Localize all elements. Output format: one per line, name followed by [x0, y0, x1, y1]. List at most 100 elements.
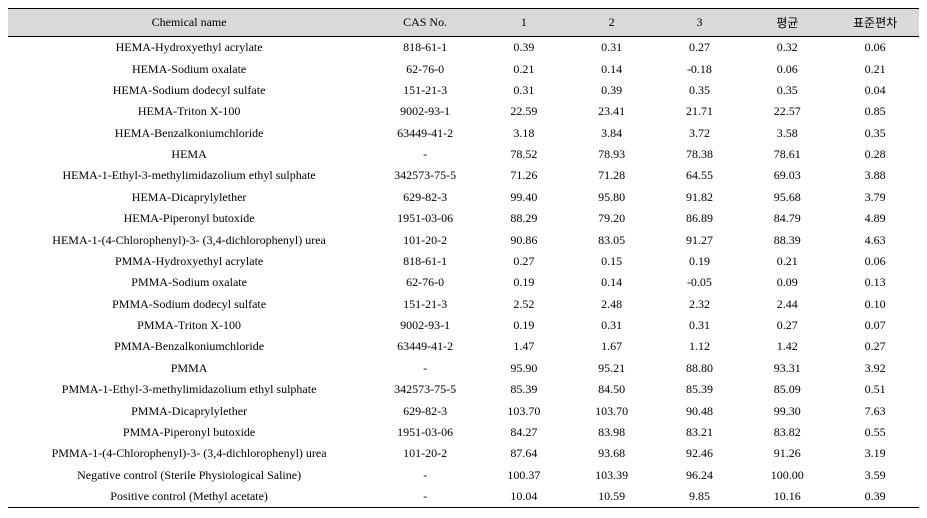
cell-std: 0.13 — [831, 272, 919, 293]
cell-avg: 10.16 — [743, 486, 831, 508]
cell-avg: 88.39 — [743, 229, 831, 250]
table-row: HEMA-Triton X-1009002-93-122.5923.4121.7… — [8, 101, 919, 122]
cell-cas: 62-76-0 — [370, 58, 480, 79]
cell-std: 3.59 — [831, 465, 919, 486]
cell-v2: 1.67 — [568, 336, 656, 357]
cell-v3: 0.27 — [656, 37, 744, 59]
cell-name: Negative control (Sterile Physiological … — [8, 465, 370, 486]
cell-cas: 1951-03-06 — [370, 208, 480, 229]
cell-v3: 3.72 — [656, 123, 744, 144]
cell-v3: 78.38 — [656, 144, 744, 165]
cell-std: 0.39 — [831, 486, 919, 508]
cell-v2: 84.50 — [568, 379, 656, 400]
table-body: HEMA-Hydroxyethyl acrylate818-61-10.390.… — [8, 37, 919, 508]
cell-name: HEMA-Benzalkoniumchloride — [8, 123, 370, 144]
table-row: HEMA-1-Ethyl-3-methylimidazolium ethyl s… — [8, 165, 919, 186]
cell-name: HEMA-Dicaprylylether — [8, 187, 370, 208]
cell-cas: 629-82-3 — [370, 400, 480, 421]
cell-avg: 85.09 — [743, 379, 831, 400]
cell-v3: 86.89 — [656, 208, 744, 229]
cell-v1: 78.52 — [480, 144, 568, 165]
cell-name: PMMA-Triton X-100 — [8, 315, 370, 336]
cell-cas: 818-61-1 — [370, 251, 480, 272]
cell-v1: 0.27 — [480, 251, 568, 272]
cell-name: PMMA-Benzalkoniumchloride — [8, 336, 370, 357]
cell-v1: 71.26 — [480, 165, 568, 186]
col-header-1: 1 — [480, 9, 568, 37]
table-row: HEMA-Hydroxyethyl acrylate818-61-10.390.… — [8, 37, 919, 59]
cell-v1: 0.31 — [480, 80, 568, 101]
cell-v1: 0.39 — [480, 37, 568, 59]
cell-v3: 83.21 — [656, 422, 744, 443]
cell-v2: 0.14 — [568, 58, 656, 79]
cell-avg: 83.82 — [743, 422, 831, 443]
cell-name: PMMA-Hydroxyethyl acrylate — [8, 251, 370, 272]
cell-v1: 1.47 — [480, 336, 568, 357]
cell-std: 0.28 — [831, 144, 919, 165]
cell-cas: 629-82-3 — [370, 187, 480, 208]
cell-std: 0.06 — [831, 251, 919, 272]
cell-v1: 3.18 — [480, 123, 568, 144]
cell-v2: 78.93 — [568, 144, 656, 165]
cell-v2: 93.68 — [568, 443, 656, 464]
cell-v1: 90.86 — [480, 229, 568, 250]
cell-v1: 88.29 — [480, 208, 568, 229]
cell-v1: 2.52 — [480, 294, 568, 315]
cell-cas: 63449-41-2 — [370, 123, 480, 144]
col-header-avg: 평균 — [743, 9, 831, 37]
cell-name: PMMA-Sodium dodecyl sulfate — [8, 294, 370, 315]
table-row: PMMA-Dicaprylylether629-82-3103.70103.70… — [8, 400, 919, 421]
cell-avg: 84.79 — [743, 208, 831, 229]
cell-avg: 93.31 — [743, 358, 831, 379]
col-header-name: Chemical name — [8, 9, 370, 37]
cell-avg: 95.68 — [743, 187, 831, 208]
cell-v3: 91.82 — [656, 187, 744, 208]
cell-cas: 342573-75-5 — [370, 165, 480, 186]
table-row: PMMA-Sodium dodecyl sulfate151-21-32.522… — [8, 294, 919, 315]
cell-std: 0.07 — [831, 315, 919, 336]
table-row: HEMA-Sodium oxalate62-76-00.210.14-0.180… — [8, 58, 919, 79]
cell-name: HEMA-1-(4-Chlorophenyl)-3- (3,4-dichloro… — [8, 229, 370, 250]
cell-std: 0.35 — [831, 123, 919, 144]
cell-v2: 0.14 — [568, 272, 656, 293]
cell-v3: 1.12 — [656, 336, 744, 357]
cell-v1: 10.04 — [480, 486, 568, 508]
cell-cas: - — [370, 358, 480, 379]
cell-v2: 0.39 — [568, 80, 656, 101]
cell-v2: 95.80 — [568, 187, 656, 208]
cell-std: 0.85 — [831, 101, 919, 122]
cell-cas: 151-21-3 — [370, 80, 480, 101]
cell-std: 3.19 — [831, 443, 919, 464]
table-header-row: Chemical name CAS No. 1 2 3 평균 표준편차 — [8, 9, 919, 37]
cell-avg: 0.09 — [743, 272, 831, 293]
cell-avg: 100.00 — [743, 465, 831, 486]
cell-std: 7.63 — [831, 400, 919, 421]
cell-avg: 0.32 — [743, 37, 831, 59]
cell-v1: 84.27 — [480, 422, 568, 443]
cell-v2: 71.28 — [568, 165, 656, 186]
cell-v2: 10.59 — [568, 486, 656, 508]
cell-v1: 22.59 — [480, 101, 568, 122]
cell-avg: 0.35 — [743, 80, 831, 101]
cell-cas: 818-61-1 — [370, 37, 480, 59]
cell-cas: 9002-93-1 — [370, 315, 480, 336]
cell-cas: - — [370, 465, 480, 486]
cell-v1: 99.40 — [480, 187, 568, 208]
cell-v1: 0.19 — [480, 272, 568, 293]
cell-v3: 0.31 — [656, 315, 744, 336]
cell-name: HEMA — [8, 144, 370, 165]
cell-v3: 21.71 — [656, 101, 744, 122]
cell-cas: 62-76-0 — [370, 272, 480, 293]
cell-std: 0.10 — [831, 294, 919, 315]
cell-name: HEMA-Triton X-100 — [8, 101, 370, 122]
cell-v3: 0.35 — [656, 80, 744, 101]
cell-v3: -0.05 — [656, 272, 744, 293]
cell-std: 0.04 — [831, 80, 919, 101]
cell-std: 3.88 — [831, 165, 919, 186]
cell-avg: 0.06 — [743, 58, 831, 79]
cell-std: 4.63 — [831, 229, 919, 250]
cell-cas: 151-21-3 — [370, 294, 480, 315]
cell-cas: - — [370, 144, 480, 165]
cell-std: 0.55 — [831, 422, 919, 443]
cell-v2: 23.41 — [568, 101, 656, 122]
